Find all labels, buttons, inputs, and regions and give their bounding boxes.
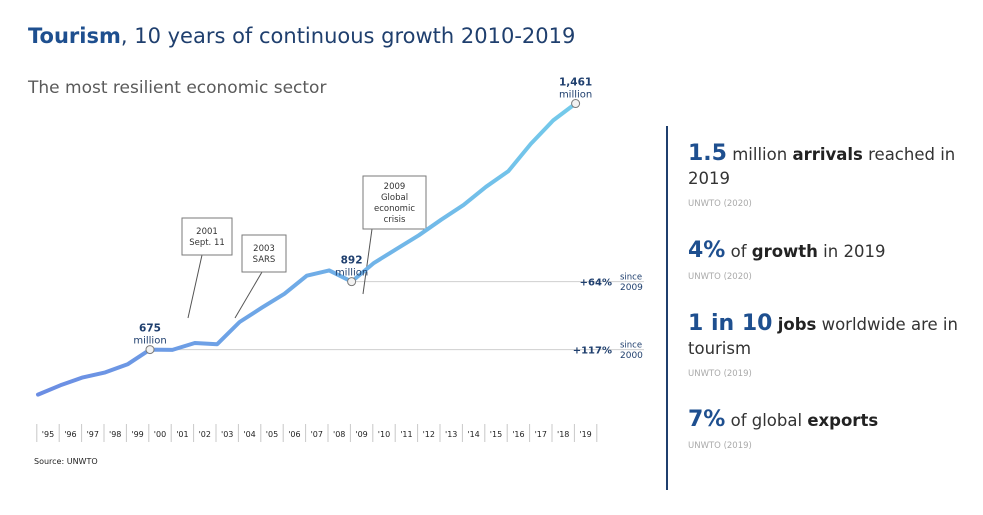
callout-leader bbox=[187, 254, 203, 319]
growth-since: since bbox=[620, 273, 642, 283]
x-tick-label: '01 bbox=[176, 430, 188, 439]
stat-value: 7% bbox=[688, 407, 726, 432]
x-tick-label: '08 bbox=[333, 430, 345, 439]
x-tick-label: '13 bbox=[445, 430, 457, 439]
x-tick-label: '18 bbox=[557, 430, 569, 439]
stat-text: 7% of global exports bbox=[688, 407, 879, 432]
stat-exports: 7% of global exports UNWTO (2019) bbox=[688, 407, 973, 452]
x-tick-label: '97 bbox=[87, 430, 99, 439]
callout-text: 2001 bbox=[196, 227, 218, 237]
x-tick-label: '06 bbox=[288, 430, 300, 439]
x-tick-label: '14 bbox=[467, 430, 479, 439]
x-tick-label: '00 bbox=[154, 430, 166, 439]
stat-jobs: 1 in 10 jobs worldwide are in tourism UN… bbox=[688, 311, 973, 380]
stat-source: UNWTO (2020) bbox=[688, 199, 752, 209]
data-point-value: 892 bbox=[341, 255, 363, 267]
x-tick-label: '05 bbox=[266, 430, 278, 439]
stat-growth: 4% of growth in 2019 UNWTO (2020) bbox=[688, 238, 973, 283]
x-tick-label: '15 bbox=[490, 430, 502, 439]
data-point-value: 675 bbox=[139, 323, 161, 335]
callout-text: 2003 bbox=[253, 244, 275, 254]
title-bold: Tourism bbox=[28, 24, 121, 48]
stat-source: UNWTO (2019) bbox=[688, 369, 752, 379]
stat-keyword: growth bbox=[751, 242, 818, 261]
x-tick-label: '11 bbox=[400, 430, 412, 439]
x-tick-label: '02 bbox=[199, 430, 211, 439]
growth-year: 2000 bbox=[620, 351, 643, 361]
x-tick-label: '95 bbox=[42, 430, 54, 439]
data-point-unit: million bbox=[335, 268, 368, 279]
stat-arrivals: 1.5 million arrivals reached in 2019 UNW… bbox=[688, 141, 973, 210]
stat-text: 1.5 million arrivals reached in 2019 bbox=[688, 141, 956, 189]
stat-text: 4% of growth in 2019 bbox=[688, 238, 886, 263]
stat-source: UNWTO (2019) bbox=[688, 441, 752, 451]
x-tick-label: '10 bbox=[378, 430, 390, 439]
callout-text: 2009 bbox=[384, 182, 406, 192]
callout-leader bbox=[362, 228, 373, 295]
callout-box bbox=[241, 234, 287, 273]
source-label: Source: UNWTO bbox=[34, 457, 98, 466]
stat-value: 1.5 bbox=[688, 141, 727, 166]
x-tick-label: '98 bbox=[109, 430, 121, 439]
data-point-marker bbox=[347, 277, 357, 287]
vertical-divider bbox=[666, 126, 668, 490]
stat-value: 1 in 10 bbox=[688, 311, 773, 336]
growth-percent: +64% bbox=[580, 278, 612, 289]
growth-since: since bbox=[620, 341, 642, 351]
callout-text: Sept. 11 bbox=[189, 238, 225, 248]
x-tick-label: '12 bbox=[423, 430, 435, 439]
x-tick-label: '19 bbox=[579, 430, 591, 439]
callout-text: crisis bbox=[384, 215, 406, 225]
callout-text: economic bbox=[374, 204, 415, 214]
callout-box bbox=[362, 175, 427, 230]
data-point-value: 1,461 bbox=[559, 77, 592, 89]
callout-box bbox=[181, 217, 233, 256]
callout-leader bbox=[234, 271, 263, 319]
data-point-marker bbox=[571, 99, 581, 109]
growth-year: 2009 bbox=[620, 283, 643, 293]
callout-text: SARS bbox=[253, 255, 276, 265]
stat-source: UNWTO (2020) bbox=[688, 272, 752, 282]
page-subtitle: The most resilient economic sector bbox=[28, 78, 327, 98]
x-tick-label: '17 bbox=[535, 430, 547, 439]
x-tick-label: '07 bbox=[311, 430, 323, 439]
page-title: Tourism, 10 years of continuous growth 2… bbox=[28, 24, 575, 48]
title-rest: , 10 years of continuous growth 2010-201… bbox=[120, 24, 576, 48]
series-line-arrivals bbox=[36, 101, 578, 397]
x-tick-label: '16 bbox=[512, 430, 524, 439]
callout-text: Global bbox=[381, 193, 408, 203]
stat-value: 4% bbox=[688, 238, 726, 263]
x-tick-label: '09 bbox=[355, 430, 367, 439]
stat-keyword: arrivals bbox=[792, 145, 863, 164]
data-point-unit: million bbox=[559, 90, 592, 101]
x-tick-label: '99 bbox=[131, 430, 143, 439]
data-point-unit: million bbox=[133, 336, 166, 347]
stat-text: 1 in 10 jobs worldwide are in tourism bbox=[688, 311, 958, 359]
stat-keyword: jobs bbox=[777, 315, 817, 334]
x-tick-label: '04 bbox=[243, 430, 255, 439]
x-tick-label: '96 bbox=[64, 430, 76, 439]
x-tick-label: '03 bbox=[221, 430, 233, 439]
growth-percent: +117% bbox=[573, 346, 612, 357]
data-point-marker bbox=[145, 345, 155, 355]
stat-keyword: exports bbox=[807, 411, 879, 430]
